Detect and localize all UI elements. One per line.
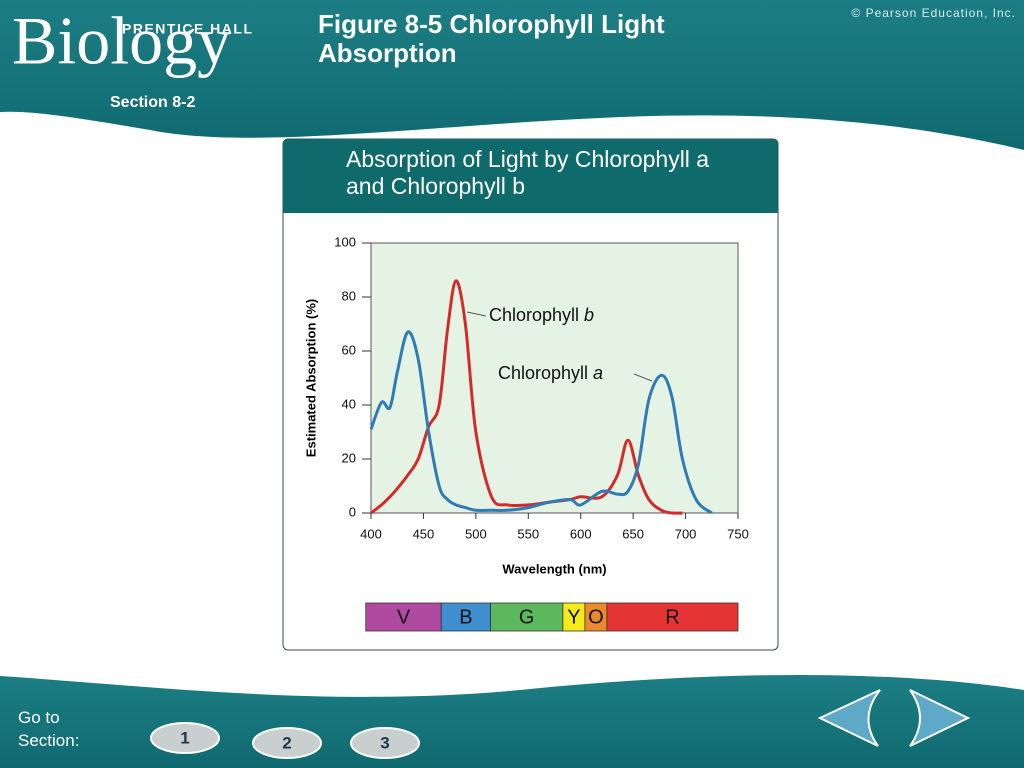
- spectrum-label: Y: [567, 606, 580, 628]
- section-button[interactable]: [150, 722, 220, 754]
- header-band: [0, 0, 1024, 150]
- figure-header: [283, 139, 778, 213]
- spectrum-label: O: [588, 606, 604, 628]
- spectrum-label: V: [397, 606, 411, 628]
- leader-line: [633, 373, 653, 382]
- spectrum-band: [440, 602, 491, 632]
- spectrum-label: R: [665, 606, 679, 628]
- brand: Biology: [12, 3, 231, 79]
- y-axis-label: Estimated Absorption (%): [303, 299, 318, 457]
- chart-title: Absorption of Light by Chlorophyll a and…: [346, 146, 710, 199]
- x-tick-label: 450: [413, 526, 435, 541]
- x-tick-label: 500: [465, 526, 487, 541]
- section-button[interactable]: [252, 727, 322, 759]
- x-tick-label: 700: [675, 526, 697, 541]
- y-tick-label: 100: [334, 234, 356, 249]
- spectrum-band: [490, 602, 564, 632]
- y-tick-label: 20: [342, 450, 356, 465]
- x-tick-label: 600: [570, 526, 592, 541]
- copyright: © Pearson Education, Inc.: [851, 6, 1016, 20]
- plot: 0 20 40 60 80 100 400 450 500 550 600 650 700 750 Wave…: [303, 234, 749, 632]
- footer-band: [0, 674, 1024, 768]
- x-axis-label: Wavelength (nm): [502, 561, 606, 576]
- next-arrow[interactable]: [909, 689, 971, 747]
- y-tick-label: 40: [342, 396, 356, 411]
- prev-arrow[interactable]: [817, 689, 881, 747]
- y-tick-label: 60: [342, 342, 356, 357]
- x-tick-label: 550: [517, 526, 539, 541]
- spectrum-band: [606, 602, 739, 632]
- figure-title: Figure 8-5 Chlorophyll Light Absorption: [318, 9, 665, 68]
- spectrum-label: B: [459, 606, 472, 628]
- x-tick-label: 400: [360, 526, 382, 541]
- spectrum-band: [365, 602, 442, 632]
- y-tick-label: 80: [342, 288, 356, 303]
- section-label: Section 8-2: [110, 94, 195, 111]
- section-button-label[interactable]: 1: [180, 728, 189, 747]
- nav-label: Go to Section:: [18, 708, 80, 750]
- spectrum-label: G: [519, 606, 535, 628]
- publisher: PRENTICE HALL: [122, 21, 254, 37]
- section-button-label[interactable]: 3: [380, 733, 389, 752]
- y-tick-label: 0: [349, 504, 356, 519]
- plot-background: [370, 242, 739, 514]
- x-tick-label: 750: [727, 526, 749, 541]
- series-label: Chlorophyll a: [498, 363, 603, 383]
- section-button-label[interactable]: 2: [282, 733, 291, 752]
- leader-line: [466, 311, 487, 317]
- series-label: Chlorophyll b: [489, 305, 594, 325]
- series-line: [369, 330, 713, 515]
- x-tick-label: 650: [622, 526, 644, 541]
- section-button[interactable]: [350, 727, 420, 759]
